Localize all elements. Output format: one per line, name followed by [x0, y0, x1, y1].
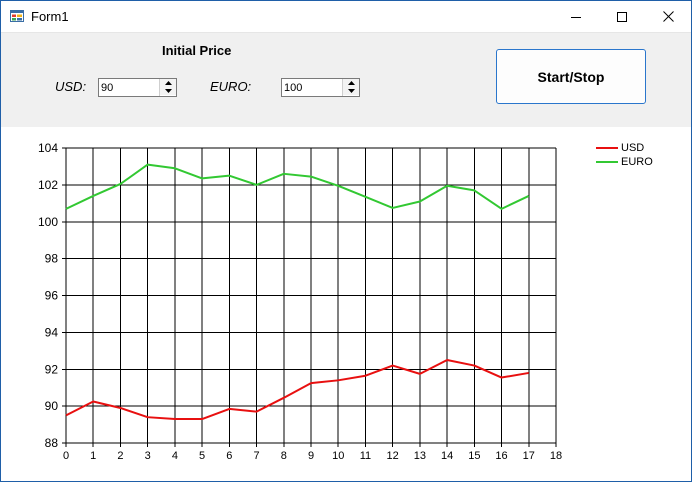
y-tick-label: 104	[38, 141, 58, 155]
legend-swatch	[596, 147, 618, 149]
y-tick-label: 92	[45, 362, 59, 376]
minimize-button[interactable]	[553, 1, 599, 32]
y-tick-label: 100	[38, 215, 58, 229]
x-tick-label: 11	[360, 450, 371, 462]
x-tick-label: 8	[281, 450, 287, 462]
caret-down-icon	[347, 89, 355, 93]
legend-item-euro: EURO	[596, 156, 653, 168]
caret-up-icon	[347, 81, 355, 85]
x-tick-label: 0	[63, 450, 69, 462]
x-tick-label: 17	[523, 450, 535, 462]
series-line-usd	[65, 359, 529, 421]
euro-spin-down-button[interactable]	[343, 87, 359, 95]
close-icon	[662, 11, 674, 22]
euro-spin-buttons	[342, 79, 359, 96]
x-tick-label: 4	[172, 450, 178, 462]
euro-input[interactable]	[284, 80, 340, 95]
legend-item-usd: USD	[596, 142, 644, 154]
x-tick-label: 6	[226, 450, 232, 462]
initial-price-label: Initial Price	[162, 43, 232, 58]
series-line-euro	[65, 163, 530, 210]
x-tick-label: 9	[308, 450, 314, 462]
usd-spin-down-button[interactable]	[160, 87, 176, 95]
start-stop-button[interactable]: Start/Stop	[496, 49, 646, 104]
caret-up-icon	[164, 81, 172, 85]
euro-numeric-updown[interactable]	[281, 78, 360, 97]
x-tick-label: 12	[387, 450, 399, 462]
form-app-icon	[10, 10, 24, 22]
controls-panel: Initial Price USD: EURO:	[1, 33, 691, 127]
chart-plot: 0 1 2 3 4 5 6 7 8 9 10 11 12 13 14 15 16 17 18889092949698…	[38, 141, 562, 462]
x-tick-label: 7	[253, 450, 259, 462]
window-title: Form1	[31, 9, 69, 24]
x-tick-label: 3	[145, 450, 151, 462]
y-tick-label: 90	[45, 399, 59, 413]
maximize-button[interactable]	[599, 1, 645, 32]
x-tick-label: 16	[495, 450, 507, 462]
x-tick-label: 13	[414, 450, 426, 462]
x-tick-label: 10	[332, 450, 344, 462]
caret-down-icon	[164, 89, 172, 93]
y-tick-label: 94	[45, 325, 59, 339]
legend-swatch	[596, 161, 618, 163]
x-tick-label: 15	[468, 450, 480, 462]
legend-label: USD	[621, 142, 645, 154]
legend-label: EURO	[621, 156, 653, 168]
y-tick-label: 96	[45, 289, 59, 303]
usd-label: USD:	[55, 79, 87, 94]
usd-numeric-updown[interactable]	[98, 78, 177, 97]
x-tick-label: 2	[117, 450, 123, 462]
price-chart: 0 1 2 3 4 5 6 7 8 9 10 11 12 13 14 15 16 17 18 88 90 92 94 96 98…	[1, 127, 691, 481]
euro-label: EURO:	[210, 79, 252, 94]
y-tick-label: 88	[45, 436, 59, 450]
usd-input[interactable]	[101, 80, 157, 95]
x-tick-label: 1	[90, 450, 96, 462]
close-button[interactable]	[645, 1, 691, 32]
minimize-icon	[571, 16, 581, 18]
usd-spin-buttons	[159, 79, 176, 96]
maximize-icon	[617, 11, 627, 22]
x-tick-label: 18	[550, 450, 562, 462]
y-tick-label: 98	[45, 252, 59, 266]
title-bar[interactable]: Form1	[1, 1, 691, 33]
y-tick-label: 102	[38, 178, 58, 192]
x-tick-label: 5	[199, 450, 205, 462]
x-tick-label: 14	[441, 450, 453, 462]
